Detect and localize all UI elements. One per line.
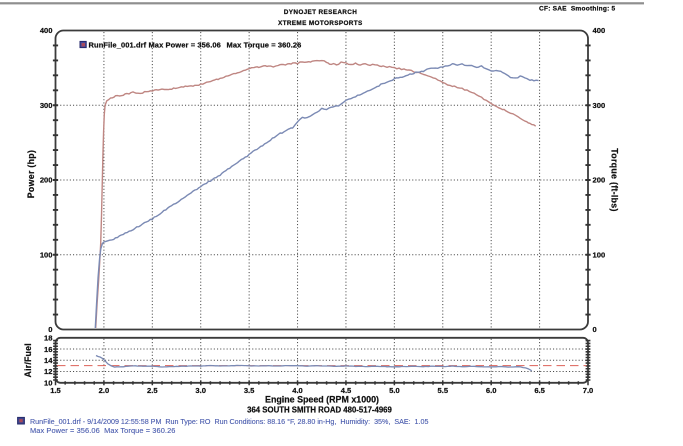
svg-text:Power (hp): Power (hp) <box>26 150 36 198</box>
svg-text:3.0: 3.0 <box>195 386 206 395</box>
svg-text:18: 18 <box>44 334 52 343</box>
svg-text:100: 100 <box>40 250 53 259</box>
svg-text:RunFile_001.drf Max Power = 35: RunFile_001.drf Max Power = 356.06 <box>89 40 221 49</box>
svg-text:3.5: 3.5 <box>244 386 255 395</box>
svg-text:1.5: 1.5 <box>50 386 61 395</box>
svg-text:Engine Speed (RPM x1000): Engine Speed (RPM x1000) <box>265 395 379 405</box>
svg-text:Air/Fuel: Air/Fuel <box>23 343 33 377</box>
svg-text:2.5: 2.5 <box>147 386 158 395</box>
svg-text:400: 400 <box>40 26 53 35</box>
svg-text:14: 14 <box>44 356 53 365</box>
svg-text:400: 400 <box>593 26 606 35</box>
svg-text:XTREME MOTORSPORTS: XTREME MOTORSPORTS <box>278 20 363 27</box>
svg-text:CF: SAE Smoothing: 5: CF: SAE Smoothing: 5 <box>539 5 615 12</box>
svg-text:100: 100 <box>593 250 606 259</box>
svg-text:2.0: 2.0 <box>99 386 110 395</box>
svg-text:0: 0 <box>593 325 597 334</box>
svg-text:6.5: 6.5 <box>534 386 545 395</box>
svg-text:16: 16 <box>44 345 52 354</box>
svg-text:10: 10 <box>44 379 52 388</box>
svg-text:200: 200 <box>593 176 606 185</box>
svg-text:7.0: 7.0 <box>583 386 594 395</box>
svg-text:200: 200 <box>40 176 53 185</box>
svg-text:300: 300 <box>593 101 606 110</box>
svg-text:Max Torque = 360.26: Max Torque = 360.26 <box>227 40 302 49</box>
svg-text:5.0: 5.0 <box>389 386 400 395</box>
svg-text:6.0: 6.0 <box>486 386 497 395</box>
svg-text:DYNOJET RESEARCH: DYNOJET RESEARCH <box>284 9 357 16</box>
svg-text:4.5: 4.5 <box>341 386 352 395</box>
svg-text:0: 0 <box>48 325 52 334</box>
svg-text:364 SOUTH SMITH ROAD 480-517-4: 364 SOUTH SMITH ROAD 480-517-4969 <box>247 405 392 414</box>
svg-text:Torque (ft-lbs): Torque (ft-lbs) <box>610 148 620 211</box>
svg-text:12: 12 <box>44 367 52 376</box>
svg-text:300: 300 <box>40 101 53 110</box>
svg-text:Max Power = 356.06 Max Torque: Max Power = 356.06 Max Torque = 360.26 <box>30 426 176 435</box>
svg-text:4.0: 4.0 <box>292 386 303 395</box>
svg-text:5.5: 5.5 <box>438 386 449 395</box>
svg-text:RunFile_001.drf - 9/14/2009 12: RunFile_001.drf - 9/14/2009 12:55:58 PM … <box>30 418 428 426</box>
